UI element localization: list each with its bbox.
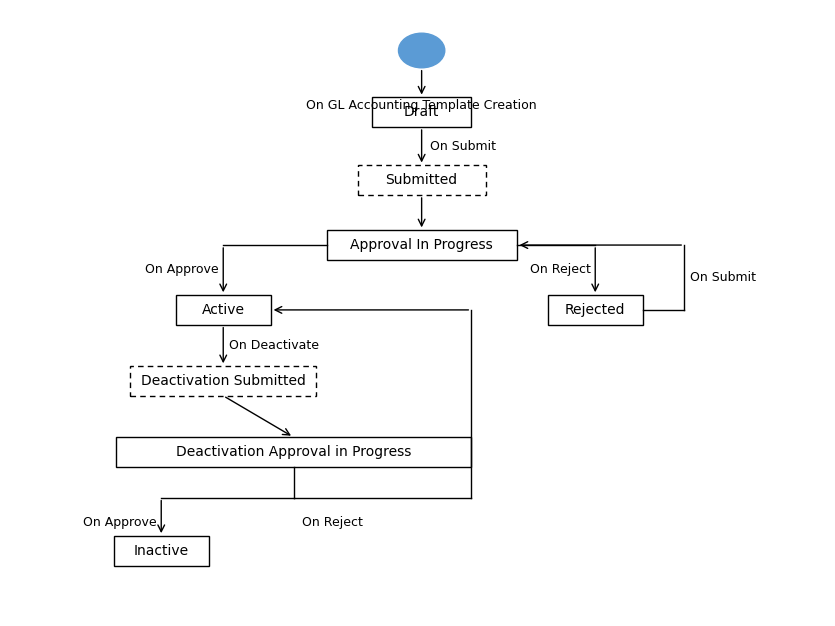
Text: On Submit: On Submit bbox=[690, 271, 756, 284]
Text: Deactivation Submitted: Deactivation Submitted bbox=[141, 374, 306, 388]
Text: Inactive: Inactive bbox=[134, 544, 189, 558]
Text: On GL Accounting Template Creation: On GL Accounting Template Creation bbox=[306, 99, 537, 111]
Text: On Approve: On Approve bbox=[84, 516, 157, 529]
Text: Rejected: Rejected bbox=[565, 303, 625, 317]
FancyBboxPatch shape bbox=[130, 366, 316, 396]
Text: On Approve: On Approve bbox=[145, 264, 219, 276]
Text: On Submit: On Submit bbox=[430, 140, 496, 153]
FancyBboxPatch shape bbox=[116, 437, 471, 467]
Text: On Deactivate: On Deactivate bbox=[229, 339, 319, 352]
FancyBboxPatch shape bbox=[326, 230, 517, 260]
Text: Deactivation Approval in Progress: Deactivation Approval in Progress bbox=[176, 445, 411, 459]
Text: On Reject: On Reject bbox=[301, 516, 362, 529]
FancyBboxPatch shape bbox=[114, 536, 209, 566]
Text: Submitted: Submitted bbox=[386, 173, 458, 187]
FancyBboxPatch shape bbox=[548, 295, 643, 325]
Circle shape bbox=[394, 30, 449, 71]
FancyBboxPatch shape bbox=[372, 98, 471, 127]
FancyBboxPatch shape bbox=[357, 165, 486, 195]
Circle shape bbox=[398, 33, 445, 68]
FancyBboxPatch shape bbox=[175, 295, 271, 325]
Text: Draft: Draft bbox=[404, 105, 439, 120]
Text: Approval In Progress: Approval In Progress bbox=[350, 238, 493, 252]
Text: On Reject: On Reject bbox=[530, 264, 591, 276]
Text: Active: Active bbox=[202, 303, 245, 317]
